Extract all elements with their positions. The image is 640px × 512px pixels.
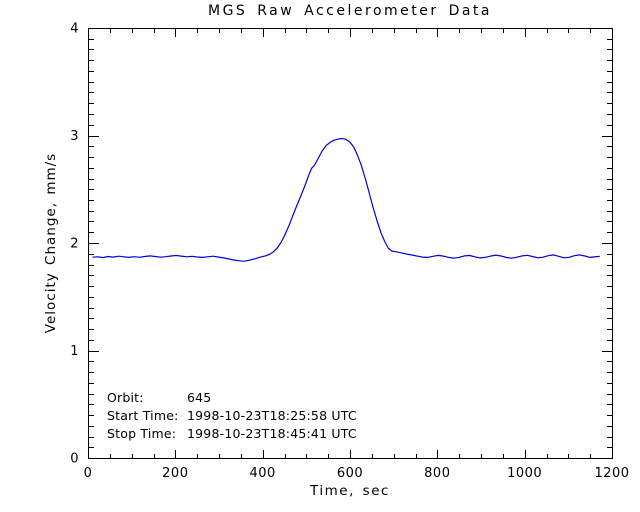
annotation-start-value: 1998-10-23T18:25:58 UTC — [187, 408, 357, 423]
x-axis-label: Time, sec — [310, 483, 390, 499]
annotation-orbit-label: Orbit: — [107, 390, 144, 405]
annotation-start-label: Start Time: — [107, 408, 179, 423]
annotation-stop-time: Stop Time: 1998-10-23T18:45:41 UTC — [107, 425, 357, 443]
chart-title: MGS Raw Accelerometer Data — [207, 3, 492, 19]
data-line-velocity-change — [92, 137, 600, 262]
y-tick-label: 4 — [70, 22, 79, 37]
annotation-block: Orbit: 645 Start Time: 1998-10-23T18:25:58… — [107, 389, 357, 443]
annotation-start-time: Start Time: 1998-10-23T18:25:58 UTC — [107, 407, 357, 425]
x-tick-label: 0 — [84, 466, 93, 481]
x-tick-label: 600 — [337, 466, 363, 481]
y-tick-label: 1 — [70, 344, 79, 359]
x-tick-label: 400 — [250, 466, 276, 481]
annotation-orbit-value: 645 — [187, 390, 212, 405]
annotation-stop-value: 1998-10-23T18:45:41 UTC — [187, 426, 357, 441]
x-tick-label: 1200 — [594, 466, 629, 481]
x-tick-label: 800 — [424, 466, 450, 481]
x-tick-label: 200 — [162, 466, 188, 481]
y-tick-label: 2 — [70, 237, 79, 252]
y-axis-label: Velocity Change, mm/s — [43, 152, 59, 334]
annotation-stop-label: Stop Time: — [107, 426, 177, 441]
y-tick-label: 3 — [70, 129, 79, 144]
x-tick-label: 1000 — [507, 466, 542, 481]
annotation-orbit: Orbit: 645 — [107, 389, 357, 407]
y-tick-label: 0 — [70, 452, 79, 467]
plot-frame — [88, 28, 613, 459]
